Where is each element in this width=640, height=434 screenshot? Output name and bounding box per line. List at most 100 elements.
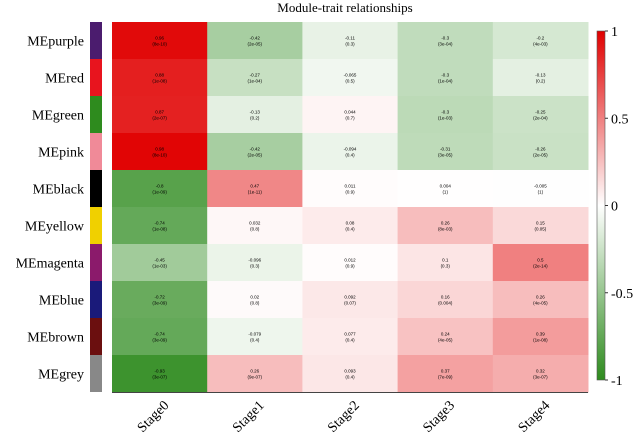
cell-label: 0.37 (7e-09) [438,369,453,380]
cell-label: -0.42 (2e-05) [248,147,263,158]
heatmap-cell [397,96,494,134]
cell-label: 0.26 (4e-05) [533,295,548,306]
row-label: MEyellow [25,220,85,235]
heatmap-cell [492,244,589,282]
cell-label: -0.065 (0.5) [344,73,357,84]
cell-label: -0.74 (1e-08) [152,221,167,232]
cell-label: 0.011 (0.9) [345,184,356,195]
row-label: MEblue [39,294,84,309]
row-label: MEpink [38,146,84,161]
cell-label: -0.72 (3e-09) [152,295,167,306]
heatmap-cell [397,281,494,319]
heatmap-cell [397,22,494,60]
heatmap-cell [397,244,494,282]
module-color-swatch [90,281,102,318]
heatmap-cell [207,96,303,134]
cell-label: -0.079 (0.4) [248,332,261,343]
cell-label: 0.004 (1) [440,184,452,195]
heatmap-cell [492,318,589,356]
column-label: Stage1 [230,398,268,434]
cell-label: 0.32 (3e-07) [533,369,548,380]
heatmap-cell [492,133,589,171]
heatmap-cell [492,355,589,393]
chart-title: Module-trait relationships [277,0,412,15]
cell-label: 0.98 (8e-10) [152,147,167,158]
colorbar-tick-label: 0 [611,200,618,215]
cell-label: -0.25 (2e-04) [533,110,548,121]
heatmap-cell [492,170,589,208]
heatmap-cell [302,170,399,208]
heatmap-cell [112,207,208,245]
heatmap-cell [207,170,303,208]
heatmap-cell [112,281,208,319]
heatmap-cell [302,355,399,393]
row-label: MEgrey [38,368,84,383]
heatmap-cell [302,22,399,60]
heatmap-cell [397,170,494,208]
heatmap-cell [207,207,303,245]
colorbar-gradient [596,30,606,381]
heatmap-cell [302,133,399,171]
cell-label: -0.3 (1e-03) [438,110,453,121]
column-label: Stage0 [135,398,173,434]
heatmap-cell [112,59,208,97]
heatmap-cell [492,281,589,319]
heatmap-cell [112,355,208,393]
colorbar-tick-label: -0.5 [611,287,633,302]
row-label: MEblack [33,183,84,198]
heatmap-cell [492,96,589,134]
module-color-swatch [90,59,102,96]
cell-label: -0.45 (1e-03) [152,258,167,269]
cell-label: 0.012 (0.9) [344,258,356,269]
color-scale-legend: 1 0.5 0 -0.5 -1 [596,25,633,389]
cell-label: -0.26 (2e-05) [533,147,548,158]
cell-label: 0.08 (0.4) [345,221,355,232]
heatmap-cell [112,133,208,171]
cell-label: 0.5 (2e-14) [533,258,548,269]
heatmap-cell [207,133,303,171]
column-label: Stage4 [516,398,554,434]
heatmap-cell [397,355,494,393]
heatmap-cell [302,281,399,319]
row-label: MEred [45,72,84,87]
cell-label: -0.005 (1) [534,184,547,195]
heatmap-cell [112,170,208,208]
row-label: MEmagenta [16,257,85,272]
colorbar-tick-label: 0.5 [611,112,629,127]
row-label: MEgreen [32,109,84,124]
cell-label: 0.24 (4e-05) [438,332,453,343]
heatmap-cell [112,244,208,282]
cell-label: -0.31 (3e-05) [438,147,453,158]
heatmap-cell [397,133,494,171]
cell-label: 0.39 (1e-08) [533,332,548,343]
cell-label: -0.094 (0.4) [344,147,357,158]
cell-label: 0.02 (0.8) [250,295,260,306]
cell-label: 0.077 (0.4) [344,332,356,343]
heatmap-cell [207,355,303,393]
heatmap-cell [302,244,399,282]
cell-label: -0.8 (1e-09) [152,184,167,195]
cell-label: 0.15 (0.05) [535,221,547,232]
heatmap-cell [207,244,303,282]
cell-label: 0.032 (0.8) [249,221,261,232]
row-label: MEbrown [27,331,84,346]
cell-label: -0.93 (3e-07) [152,369,167,380]
heatmap-cell [207,22,303,60]
heatmap-cell [492,207,589,245]
cell-label: -0.096 (0.3) [248,258,261,269]
module-color-swatch [90,318,102,355]
module-color-swatch [90,22,102,59]
cell-label: -0.3 (3e-04) [438,36,453,47]
colorbar-tick-label: -1 [611,374,623,389]
column-label: Stage3 [420,398,458,434]
cell-label: 0.16 (0.004) [438,295,453,306]
heatmap-cell [302,318,399,356]
cell-label: 0.87 (2e-07) [152,110,167,121]
cell-label: 0.88 (1e-08) [152,73,167,84]
heatmap-cell [302,59,399,97]
module-color-swatch [90,207,102,244]
module-color-swatch [90,355,102,392]
cell-label: -0.2 (4e-03) [533,36,548,47]
cell-label: 0.26 (9e-07) [248,369,263,380]
colorbar-tick-label: 1 [611,25,618,40]
